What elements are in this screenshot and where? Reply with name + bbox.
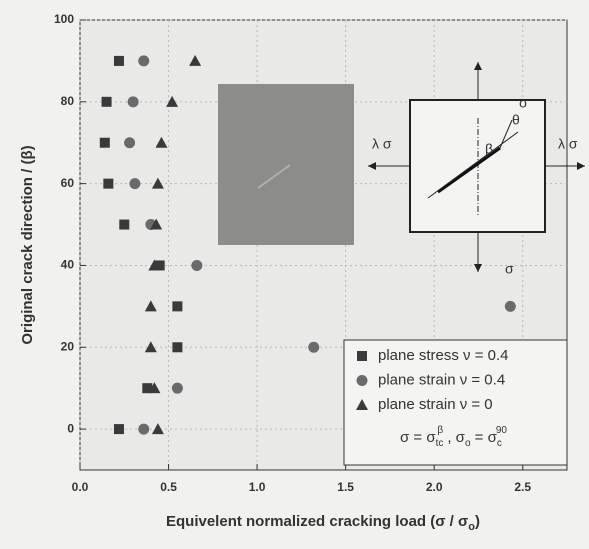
point xyxy=(150,218,163,230)
x-tick-label: 0.5 xyxy=(160,480,177,494)
arrow-head xyxy=(368,162,376,170)
point xyxy=(142,383,153,394)
legend-label: plane strain ν = 0 xyxy=(378,396,493,413)
point xyxy=(172,301,183,312)
point xyxy=(113,55,124,66)
y-axis-title: Original crack direction / (β) xyxy=(19,145,36,344)
note-sup: β xyxy=(437,425,443,436)
point xyxy=(103,178,114,189)
photo-crack xyxy=(257,164,291,189)
point xyxy=(124,137,136,149)
lambda-sigma-right: λ σ xyxy=(558,136,578,152)
y-tick-label: 100 xyxy=(54,12,74,26)
theta-label: θ xyxy=(512,112,520,128)
x-title-sub: o xyxy=(468,521,475,533)
legend-marker xyxy=(357,351,367,361)
note-sub: tc xyxy=(436,438,444,449)
point xyxy=(148,259,161,271)
kink-line xyxy=(499,119,513,149)
legend-note: σ = σtc β , σo = σc 90 xyxy=(400,425,507,449)
arrow-head xyxy=(474,264,482,272)
legend-marker xyxy=(356,375,368,386)
note-sub: c xyxy=(497,438,502,449)
point xyxy=(144,341,157,353)
note-part: σ = σ xyxy=(400,429,436,446)
x-tick-label: 2.5 xyxy=(514,480,531,494)
point xyxy=(151,177,164,189)
point xyxy=(113,424,124,435)
inset-photo xyxy=(218,84,354,245)
arrow-head xyxy=(577,162,585,170)
point xyxy=(119,219,130,230)
y-tick-label: 80 xyxy=(61,94,75,108)
point xyxy=(148,382,161,394)
point xyxy=(151,423,164,435)
sigma-top: σ xyxy=(519,95,528,111)
point xyxy=(171,382,183,394)
arrow-head xyxy=(474,62,482,70)
legend-label: plane strain ν = 0.4 xyxy=(378,371,505,388)
point xyxy=(138,423,150,435)
y-tick-label: 20 xyxy=(61,339,75,353)
lambda-sigma-left: λ σ xyxy=(372,136,392,152)
y-tick-label: 0 xyxy=(67,421,74,435)
x-tick-label: 1.5 xyxy=(337,480,354,494)
crack-line xyxy=(437,146,501,194)
point xyxy=(308,341,320,353)
legend-label: plane stress ν = 0.4 xyxy=(378,347,509,364)
sigma-bottom: σ xyxy=(505,261,514,277)
point xyxy=(127,96,139,108)
note-sup: 90 xyxy=(496,425,508,436)
beta-label: β xyxy=(485,141,493,157)
point xyxy=(144,300,157,312)
point xyxy=(191,259,203,271)
x-axis-title: Equivelent normalized cracking load (σ /… xyxy=(166,513,480,533)
note-part: = σ xyxy=(471,429,498,446)
y-tick-label: 40 xyxy=(61,258,75,272)
legend-marker xyxy=(356,399,368,410)
note-part: , σ xyxy=(443,429,466,446)
inset-diagram: σ σ λ σ λ σ θ β xyxy=(368,62,585,277)
legend: plane stress ν = 0.4 plane strain ν = 0.4… xyxy=(356,347,509,413)
marks xyxy=(99,54,516,435)
point xyxy=(154,260,165,271)
y-tick-label: 60 xyxy=(61,176,75,190)
point xyxy=(166,95,179,107)
note-sub: o xyxy=(465,438,471,449)
x-title-end: ) xyxy=(475,513,480,530)
x-tick-label: 1.0 xyxy=(249,480,266,494)
x-tick-label: 0.0 xyxy=(72,480,89,494)
x-tick-label: 2.0 xyxy=(426,480,443,494)
point xyxy=(129,178,141,190)
point xyxy=(101,96,112,107)
legend-box xyxy=(343,339,568,466)
point xyxy=(99,137,110,148)
point xyxy=(504,300,516,312)
crack-extension xyxy=(427,131,519,199)
point xyxy=(155,136,168,148)
point xyxy=(138,55,150,67)
point xyxy=(189,54,202,66)
point xyxy=(172,342,183,353)
x-title-text: Equivelent normalized cracking load (σ /… xyxy=(166,513,468,530)
